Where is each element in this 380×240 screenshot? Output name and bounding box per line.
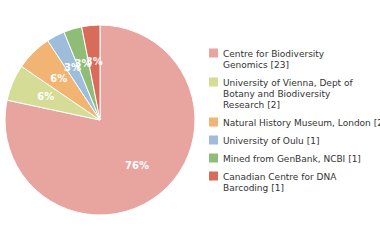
legend-swatch bbox=[209, 172, 218, 181]
pie bbox=[5, 25, 195, 215]
legend-label: University of Vienna, Dept ofBotany and … bbox=[223, 78, 354, 110]
slice bbox=[82, 25, 100, 120]
data-label: 76% bbox=[125, 160, 149, 171]
data-label: 3% bbox=[86, 56, 103, 67]
legend-label: Centre for BiodiversityGenomics [23] bbox=[223, 49, 325, 70]
slice bbox=[5, 25, 195, 215]
legend-swatch bbox=[209, 136, 218, 145]
legend-swatch bbox=[209, 154, 218, 163]
legend-label: Mined from GenBank, NCBI [1] bbox=[223, 154, 361, 164]
legend-label: Natural History Museum, London [2] bbox=[223, 118, 380, 128]
legend-swatch bbox=[209, 49, 218, 58]
data-label: 6% bbox=[50, 73, 67, 84]
legend-label: University of Oulu [1] bbox=[223, 136, 319, 146]
chart: 76%6%6%3%3%3%Centre for BiodiversityGeno… bbox=[0, 0, 380, 240]
legend-label: Canadian Centre for DNABarcoding [1] bbox=[223, 172, 337, 193]
legend: Centre for BiodiversityGenomics [23] Univ… bbox=[209, 49, 380, 193]
data-labels: 76%6%6%3%3%3% bbox=[37, 56, 149, 171]
legend-swatch bbox=[209, 78, 218, 87]
data-label: 6% bbox=[37, 91, 54, 102]
legend-swatch bbox=[209, 118, 218, 127]
